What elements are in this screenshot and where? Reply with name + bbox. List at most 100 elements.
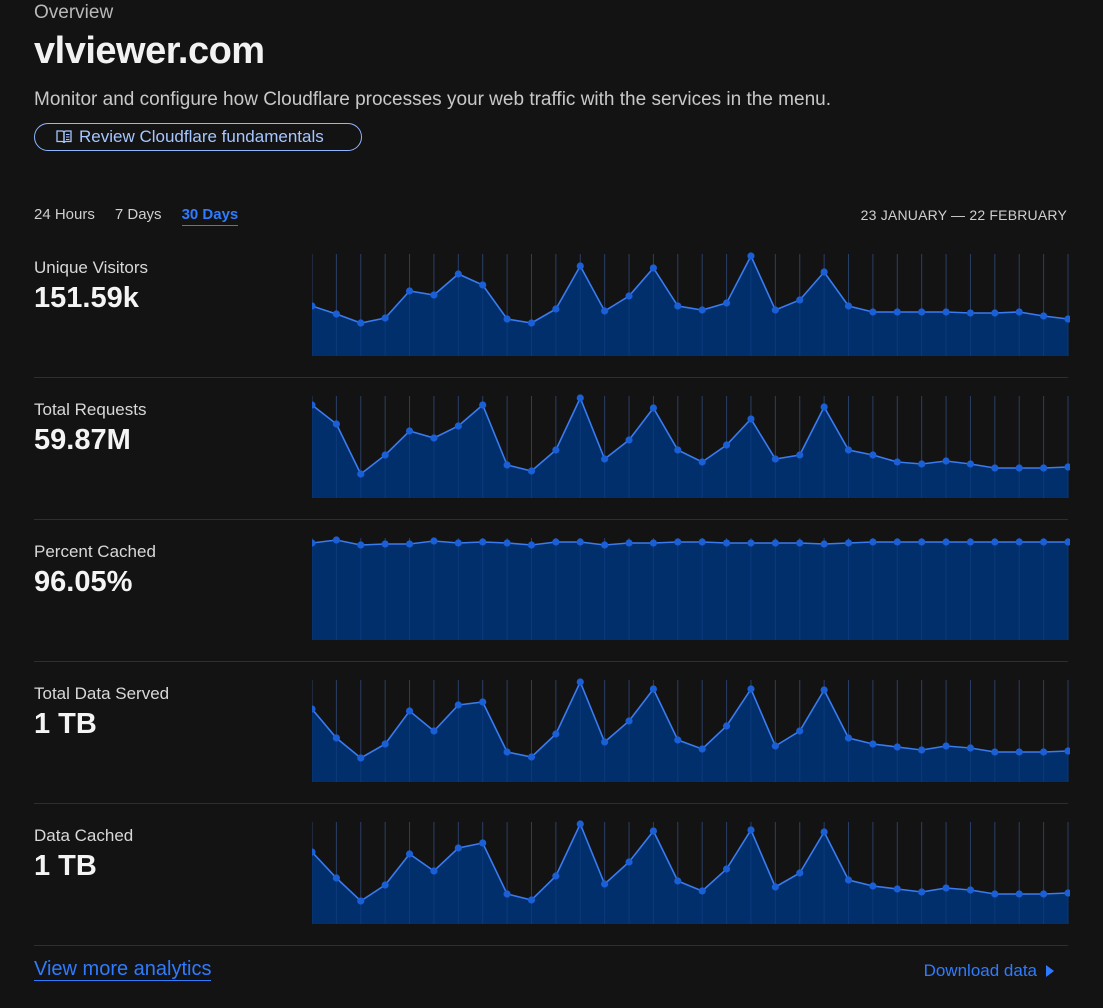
data-point [405, 540, 414, 548]
data-point [820, 403, 828, 411]
data-point [405, 427, 414, 435]
series-line [312, 680, 1069, 759]
data-point [991, 748, 999, 756]
data-point [820, 540, 828, 548]
unique-visitors-sparkline [312, 252, 1070, 356]
data-point [1064, 538, 1070, 546]
review-fundamentals-label: Review Cloudflare fundamentals [79, 127, 324, 146]
view-more-analytics-link[interactable]: View more analytics [34, 958, 212, 981]
data-point [1064, 463, 1070, 471]
data-point [312, 302, 316, 310]
data-point [796, 727, 804, 735]
tab-24-hours[interactable]: 24 Hours [34, 206, 95, 223]
data-point [966, 538, 975, 546]
data-point [1015, 464, 1023, 472]
download-data-button[interactable]: Download data [924, 961, 1055, 981]
series-line [312, 822, 1069, 903]
data-point [601, 307, 609, 315]
data-point [430, 537, 438, 545]
data-point [430, 727, 438, 735]
data-point [771, 306, 779, 314]
data-point [869, 740, 877, 748]
series-area [312, 540, 1068, 640]
data-point [552, 730, 560, 738]
series-area [312, 256, 1068, 356]
data-point [991, 309, 999, 317]
data-point [966, 886, 975, 894]
metric-value: 1 TB [34, 850, 97, 882]
data-point [869, 308, 877, 316]
data-point [601, 738, 609, 746]
metric-unique-visitors: Unique Visitors 151.59k [34, 236, 1070, 378]
data-point [844, 446, 853, 454]
metric-value: 1 TB [34, 708, 97, 740]
data-point [332, 734, 340, 742]
data-point [942, 308, 950, 316]
data-point [381, 314, 389, 322]
overview-label: Overview [34, 2, 114, 23]
data-point [747, 252, 755, 260]
data-point [332, 536, 340, 544]
book-open-icon [56, 130, 72, 144]
data-point [674, 736, 682, 744]
data-point [1064, 747, 1070, 755]
data-point [649, 404, 658, 412]
data-point [722, 441, 731, 449]
data-point [312, 401, 316, 409]
metric-label: Percent Cached [34, 542, 156, 561]
data-point [991, 538, 999, 546]
data-point [479, 698, 487, 706]
tab-30-days[interactable]: 30 Days [181, 206, 239, 226]
metric-label: Data Cached [34, 826, 134, 845]
data-point [381, 740, 389, 748]
data-point [357, 319, 365, 327]
review-fundamentals-button[interactable]: Review Cloudflare fundamentals [34, 123, 362, 151]
data-point [649, 539, 658, 547]
data-point [918, 538, 926, 546]
data-point [503, 539, 511, 547]
series-area [312, 824, 1068, 924]
data-point [576, 678, 584, 686]
data-point [747, 826, 755, 834]
row-divider [34, 377, 1068, 378]
data-point [1040, 538, 1048, 546]
data-point [625, 858, 633, 866]
data-point [552, 446, 560, 454]
total-requests-sparkline [312, 394, 1070, 498]
data-point [869, 451, 877, 459]
data-point [918, 746, 926, 754]
data-point [527, 467, 536, 475]
data-point [527, 319, 536, 327]
data-point [771, 883, 779, 891]
metric-value: 59.87M [34, 424, 131, 456]
series-line [312, 254, 1069, 324]
download-data-label: Download data [923, 961, 1037, 980]
data-point [893, 538, 901, 546]
data-point [552, 305, 560, 313]
data-point [942, 538, 950, 546]
data-point [893, 743, 901, 751]
data-point [479, 839, 487, 847]
data-point [918, 308, 926, 316]
data-point [357, 541, 365, 549]
data-point [479, 538, 487, 546]
data-point [1040, 464, 1048, 472]
data-point [430, 867, 438, 875]
data-point [312, 705, 316, 713]
data-point [1015, 890, 1023, 898]
data-point [991, 890, 999, 898]
data-point [601, 455, 609, 463]
data-point [576, 262, 584, 270]
data-point [552, 872, 560, 880]
data-point [722, 299, 731, 307]
data-point [747, 415, 755, 423]
data-point [844, 539, 853, 547]
row-divider [34, 803, 1068, 804]
data-point [527, 541, 536, 549]
data-point [332, 874, 340, 882]
metric-label: Total Data Served [34, 684, 170, 703]
tab-7-days[interactable]: 7 Days [114, 206, 162, 223]
data-point [1040, 890, 1048, 898]
data-point [869, 538, 877, 546]
data-point [1015, 748, 1023, 756]
